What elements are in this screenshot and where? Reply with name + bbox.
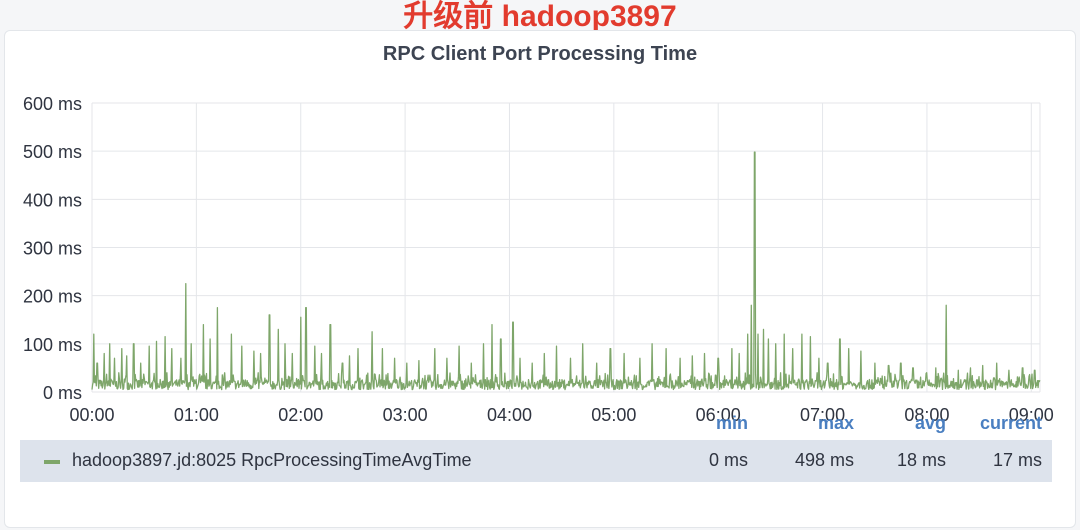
legend-value-current: 17 ms [992, 450, 1042, 470]
legend-header-max[interactable]: max [817, 413, 854, 433]
x-tick-label: 05:00 [591, 405, 636, 425]
x-tick-label: 07:00 [800, 405, 845, 425]
series-line[interactable] [91, 151, 1041, 391]
y-tick-label: 500 ms [23, 142, 82, 162]
legend-swatch [44, 460, 60, 464]
legend-header-avg[interactable]: avg [914, 413, 946, 433]
legend-value-max: 498 ms [794, 450, 854, 470]
y-tick-label: 400 ms [23, 190, 82, 210]
y-tick-label: 300 ms [23, 239, 82, 259]
legend-value-avg: 18 ms [896, 450, 946, 470]
x-tick-label: 02:00 [278, 405, 323, 425]
series-group [91, 151, 1041, 391]
legend-header-min[interactable]: min [715, 413, 748, 433]
y-tick-label: 600 ms [23, 94, 82, 114]
x-tick-label: 08:00 [904, 405, 949, 425]
x-tick-label: 01:00 [174, 405, 219, 425]
legend-value-min: 0 ms [708, 450, 748, 470]
y-tick-label: 200 ms [23, 287, 82, 307]
grid-lines [91, 102, 1041, 393]
legend-header-current[interactable]: current [979, 413, 1042, 433]
legend-series-name[interactable]: hadoop3897.jd:8025 RpcProcessingTimeAvgT… [72, 450, 472, 470]
x-tick-label: 00:00 [69, 405, 114, 425]
x-tick-label: 03:00 [383, 405, 428, 425]
x-tick-label: 06:00 [696, 405, 741, 425]
y-axis: 0 ms 100 ms 200 ms 300 ms 400 ms 500 ms 600 ms [23, 94, 82, 403]
legend-row[interactable]: hadoop3897.jd:8025 RpcProcessingTimeAvgT… [20, 440, 1052, 482]
panel-title[interactable]: RPC Client Port Processing Time [382, 43, 698, 65]
x-axis: 00:00 01:00 02:00 03:00 04:00 05:00 06:00 07:00… [69, 405, 1053, 425]
y-tick-label: 100 ms [23, 335, 82, 355]
x-tick-label: 04:00 [487, 405, 532, 425]
screenshot-caption: 升级前 hadoop3897 [403, 0, 677, 33]
y-tick-label: 0 ms [43, 383, 82, 403]
x-tick-label: 09:00 [1009, 405, 1054, 425]
